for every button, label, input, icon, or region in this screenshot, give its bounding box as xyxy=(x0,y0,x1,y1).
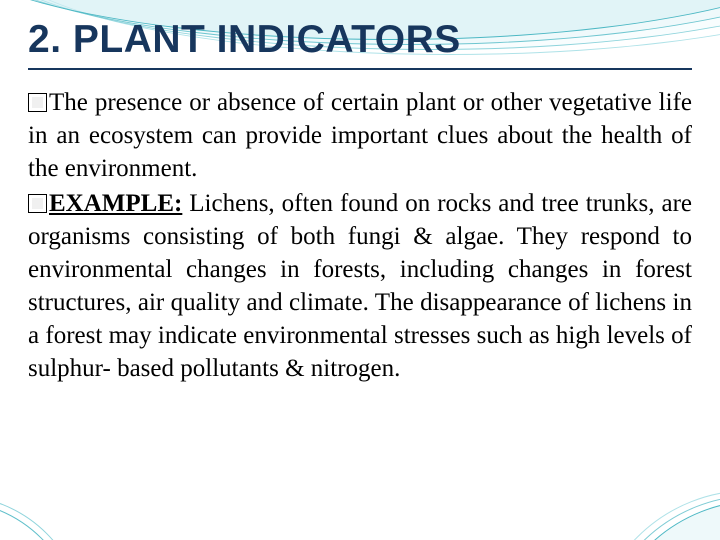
paragraph-1: The presence or absence of certain plant… xyxy=(28,86,692,185)
paragraph-2: EXAMPLE: Lichens, often found on rocks a… xyxy=(28,187,692,385)
square-bullet-icon xyxy=(28,194,47,213)
slide-title: 2. PLANT INDICATORS xyxy=(28,18,461,62)
bottom-right-decoration xyxy=(570,470,720,540)
slide-body: The presence or absence of certain plant… xyxy=(28,86,692,387)
paragraph-1-text: The presence or absence of certain plant… xyxy=(28,89,692,182)
paragraph-2-text: Lichens, often found on rocks and tree t… xyxy=(28,190,692,382)
bottom-left-decoration xyxy=(0,480,120,540)
square-bullet-icon xyxy=(28,93,47,112)
example-label: EXAMPLE: xyxy=(49,190,182,217)
title-underline xyxy=(28,68,692,70)
